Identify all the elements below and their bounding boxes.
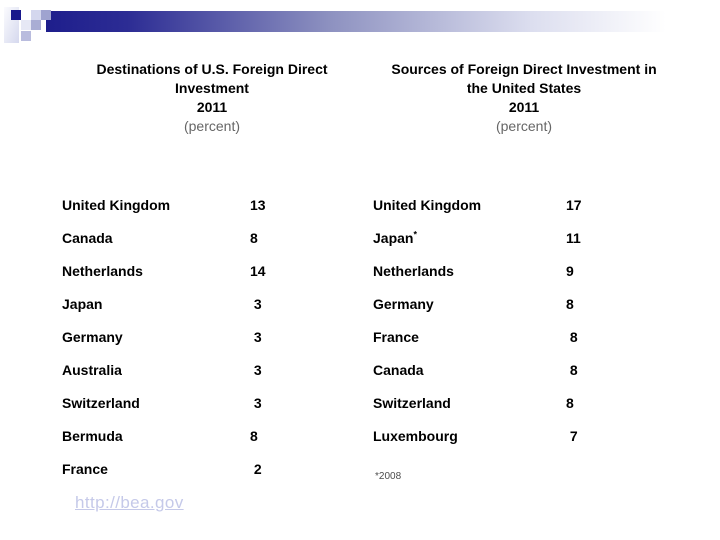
deco-square-light xyxy=(31,10,41,20)
country-label: Japan xyxy=(62,296,103,312)
country-label: France xyxy=(373,329,419,345)
percent-value: 3 xyxy=(250,362,262,378)
percent-value: 11 xyxy=(566,230,581,246)
percent-value: 3 xyxy=(250,395,262,411)
table-row: Japan 3 xyxy=(62,296,342,316)
deco-square-medium-3 xyxy=(21,31,31,41)
left-title-line-3: 2011 xyxy=(196,99,228,115)
country-label: Netherlands xyxy=(373,263,454,279)
deco-square-navy xyxy=(11,10,21,20)
percent-value: 8 xyxy=(566,362,578,378)
country-label: Switzerland xyxy=(373,395,451,411)
footnote-2008: *2008 xyxy=(375,471,402,482)
table-row: Netherlands 9 xyxy=(373,263,653,283)
right-title-line-1: Sources of Foreign Direct Investment in xyxy=(391,61,657,77)
country-label: Luxembourg xyxy=(373,428,458,444)
percent-value: 2 xyxy=(250,461,262,477)
percent-value: 7 xyxy=(566,428,578,444)
percent-value: 14 xyxy=(250,263,266,279)
right-title-line-3: 2011 xyxy=(508,99,540,115)
percent-value: 3 xyxy=(250,296,262,312)
percent-value: 8 xyxy=(250,428,258,444)
table-row: United Kingdom 13 xyxy=(62,197,342,217)
table-row: Canada 8 xyxy=(373,362,653,382)
deco-square-pale xyxy=(21,20,31,30)
percent-value: 13 xyxy=(250,197,266,213)
bea-gov-link[interactable]: http://bea.gov xyxy=(75,493,184,512)
country-label: United Kingdom xyxy=(62,197,171,213)
country-label: Japan* xyxy=(373,230,417,246)
percent-value: 3 xyxy=(250,329,262,345)
country-label: Australia xyxy=(62,362,122,378)
left-table-subtitle: (percent) xyxy=(183,118,241,134)
country-label: Germany xyxy=(373,296,434,312)
left-table-title: Destinations of U.S. Foreign Direct Inve… xyxy=(62,60,362,136)
table-row: Australia 3 xyxy=(62,362,342,382)
table-row: Germany 3 xyxy=(62,329,342,349)
percent-value: 8 xyxy=(566,329,578,345)
table-row: France 8 xyxy=(373,329,653,349)
table-row: Switzerland 8 xyxy=(373,395,653,415)
banner-gradient-bar xyxy=(46,11,720,32)
left-title-line-2: Investment xyxy=(175,80,249,96)
percent-value: 8 xyxy=(250,230,258,246)
country-label: Canada xyxy=(373,362,424,378)
country-label: Germany xyxy=(62,329,123,345)
table-row: France 2 xyxy=(62,461,342,481)
country-label: Netherlands xyxy=(62,263,143,279)
deco-square-medium-2 xyxy=(31,20,41,30)
right-table-subtitle: (percent) xyxy=(495,118,553,134)
country-label: United Kingdom xyxy=(373,197,482,213)
table-row: Canada 8 xyxy=(62,230,342,250)
country-label: Switzerland xyxy=(62,395,140,411)
right-title-line-2: the United States xyxy=(466,80,582,96)
country-label: Canada xyxy=(62,230,113,246)
country-label: France xyxy=(62,461,108,477)
percent-value: 17 xyxy=(566,197,582,213)
deco-square-medium xyxy=(41,10,51,20)
table-row: United Kingdom 17 xyxy=(373,197,653,217)
percent-value: 8 xyxy=(566,395,574,411)
table-row: Luxembourg 7 xyxy=(373,428,653,448)
country-label-text: Japan xyxy=(373,230,414,246)
percent-value: 8 xyxy=(566,296,574,312)
country-label: Bermuda xyxy=(62,428,123,444)
table-row: Japan* 11 xyxy=(373,230,653,250)
left-title-line-1: Destinations of U.S. Foreign Direct xyxy=(96,61,328,77)
right-table-title: Sources of Foreign Direct Investment in … xyxy=(374,60,674,136)
table-row: Germany 8 xyxy=(373,296,653,316)
table-row: Netherlands 14 xyxy=(62,263,342,283)
percent-value: 9 xyxy=(566,263,574,279)
table-row: Bermuda 8 xyxy=(62,428,342,448)
footnote-marker: * xyxy=(413,229,417,240)
table-row: Switzerland 3 xyxy=(62,395,342,415)
